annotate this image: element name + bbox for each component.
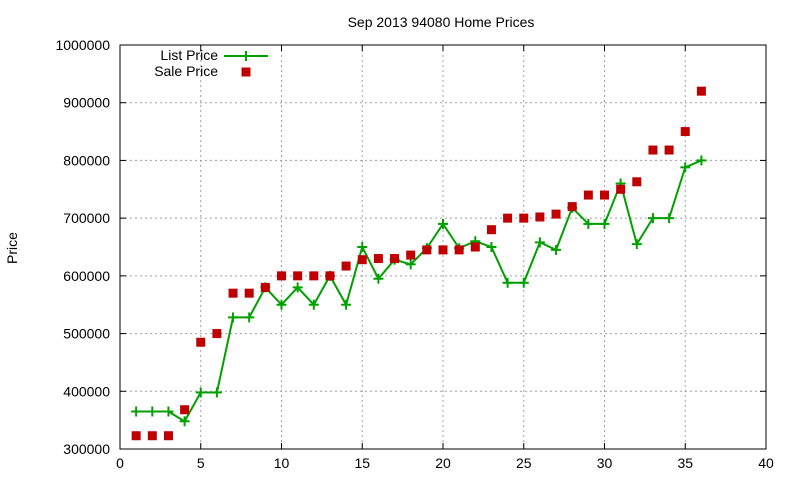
data-point xyxy=(276,299,287,310)
y-tick-label: 700000 xyxy=(63,210,110,226)
y-tick-label: 1000000 xyxy=(55,37,110,53)
legend: List Price Sale Price xyxy=(154,47,268,79)
data-point xyxy=(405,259,416,270)
data-point xyxy=(696,86,706,96)
data-point xyxy=(664,145,674,155)
data-point xyxy=(308,299,319,310)
data-point xyxy=(179,416,190,427)
data-point xyxy=(551,244,562,255)
data-point xyxy=(131,431,141,441)
data-point xyxy=(390,254,400,264)
x-tick-label: 40 xyxy=(758,455,774,471)
data-point xyxy=(438,218,448,229)
data-point xyxy=(648,145,658,155)
data-point xyxy=(616,184,626,194)
data-point xyxy=(131,406,142,417)
data-point xyxy=(163,431,173,441)
x-tick-label: 35 xyxy=(677,455,693,471)
data-point xyxy=(277,271,286,281)
data-point xyxy=(422,245,432,255)
data-point xyxy=(534,237,545,248)
data-point xyxy=(292,282,303,293)
y-tick-label: 300000 xyxy=(63,441,110,457)
x-tick-label: 10 xyxy=(274,455,290,471)
x-tick-label: 15 xyxy=(354,455,370,471)
x-tick-label: 5 xyxy=(197,455,205,471)
data-point xyxy=(519,213,529,223)
data-point xyxy=(486,242,497,252)
data-point xyxy=(180,405,190,415)
data-point xyxy=(373,254,383,264)
legend-entry-sale-price: Sale Price xyxy=(154,63,251,79)
series xyxy=(131,86,707,441)
data-point xyxy=(454,245,464,255)
data-point xyxy=(260,282,270,292)
data-point xyxy=(357,242,368,252)
series-1 xyxy=(131,86,706,441)
data-point xyxy=(680,162,691,173)
data-point xyxy=(147,431,157,441)
legend-label-list-price: List Price xyxy=(160,47,218,63)
data-point xyxy=(696,155,707,166)
legend-sample-sale-price xyxy=(241,67,251,77)
data-point xyxy=(631,239,642,250)
data-point xyxy=(502,277,513,288)
data-point xyxy=(309,271,319,281)
y-tick-label: 600000 xyxy=(63,268,110,284)
data-point xyxy=(211,387,222,398)
y-tick-label: 900000 xyxy=(63,95,110,111)
legend-entry-list-price: List Price xyxy=(160,47,268,63)
data-point xyxy=(470,242,480,252)
legend-label-sale-price: Sale Price xyxy=(154,63,218,79)
data-point xyxy=(196,337,206,347)
data-point xyxy=(664,213,675,224)
axis-ticks: 0 5 10 15 20 25 30 35 40 300000 400000 500000 600000… xyxy=(55,37,774,471)
data-point xyxy=(680,127,690,137)
y-axis-label: Price xyxy=(4,232,20,264)
data-point xyxy=(535,212,545,222)
x-tick-label: 0 xyxy=(116,455,124,471)
data-point xyxy=(163,406,174,417)
data-point xyxy=(551,209,561,219)
x-tick-label: 20 xyxy=(435,455,451,471)
series-0 xyxy=(131,155,707,427)
y-tick-label: 400000 xyxy=(63,383,110,399)
data-point xyxy=(341,299,352,310)
data-point xyxy=(228,288,238,298)
data-point xyxy=(567,202,577,212)
data-point xyxy=(195,387,206,398)
data-point xyxy=(518,277,529,288)
data-point xyxy=(600,190,609,200)
data-point xyxy=(583,218,594,229)
y-tick-label: 500000 xyxy=(63,326,110,342)
data-point xyxy=(438,245,448,255)
data-point xyxy=(244,288,254,298)
data-point xyxy=(632,177,642,187)
x-tick-label: 30 xyxy=(597,455,613,471)
data-point xyxy=(244,312,255,323)
data-point xyxy=(325,271,335,281)
legend-marker xyxy=(241,67,251,77)
data-point xyxy=(293,271,303,281)
series-line xyxy=(136,159,702,423)
legend-marker xyxy=(241,51,251,61)
data-point xyxy=(228,312,239,323)
data-point xyxy=(486,225,496,235)
data-point xyxy=(147,406,158,417)
legend-sample-list-price xyxy=(224,51,268,61)
data-point xyxy=(373,273,384,284)
data-point xyxy=(406,250,416,260)
data-point xyxy=(647,213,658,224)
data-point xyxy=(503,213,513,223)
x-tick-label: 25 xyxy=(516,455,532,471)
chart-title: Sep 2013 94080 Home Prices xyxy=(348,14,535,30)
y-tick-label: 800000 xyxy=(63,152,110,168)
data-point xyxy=(583,190,593,200)
data-point xyxy=(212,329,222,339)
data-point xyxy=(341,261,351,271)
data-point xyxy=(599,218,610,229)
data-point xyxy=(357,255,367,265)
